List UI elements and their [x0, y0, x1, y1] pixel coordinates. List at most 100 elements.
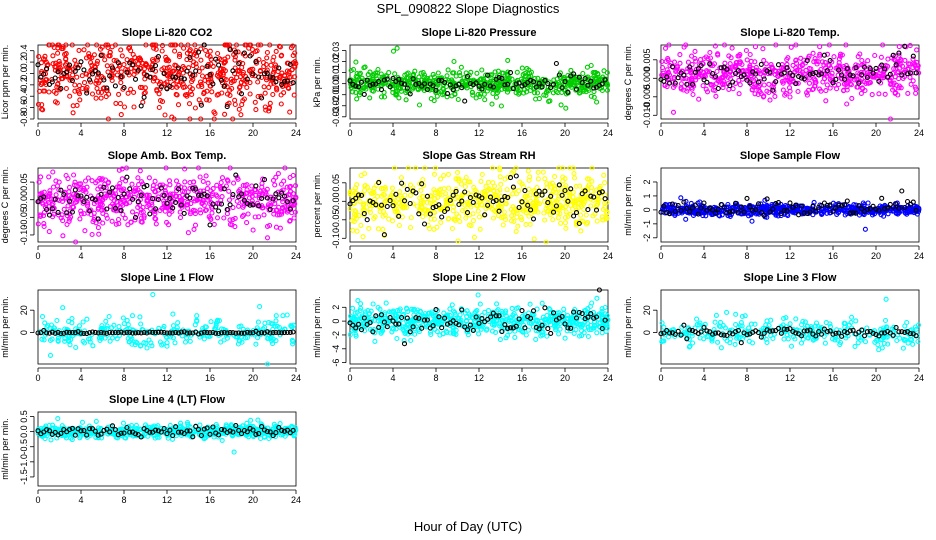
- slope-point: [115, 216, 122, 223]
- y-tick-label: 20: [19, 305, 29, 315]
- hourly-point: [672, 80, 678, 86]
- slope-point: [85, 175, 91, 181]
- x-tick-label: 4: [701, 251, 706, 261]
- slope-point: [219, 194, 225, 200]
- slope-point: [855, 54, 861, 60]
- slope-point: [776, 68, 782, 74]
- slope-point: [150, 62, 156, 68]
- slope-point: [118, 69, 124, 75]
- hourly-point: [115, 60, 121, 66]
- slope-point: [403, 97, 409, 103]
- hourly-point: [704, 79, 710, 85]
- slope-point: [66, 184, 73, 190]
- slope-point: [232, 101, 238, 108]
- hourly-point: [844, 66, 850, 72]
- slope-point: [532, 90, 538, 96]
- hourly-point: [830, 80, 836, 86]
- slope-point: [475, 208, 481, 214]
- slope-point: [500, 70, 506, 76]
- hourly-point: [499, 75, 505, 81]
- slope-point: [292, 209, 298, 215]
- x-tick-label: 12: [162, 373, 172, 383]
- y-tick-label: -0.4: [19, 88, 29, 104]
- x-tick-label: 20: [560, 251, 570, 261]
- slope-point: [41, 223, 47, 230]
- y-tick-label: 2: [642, 179, 652, 184]
- slope-point: [880, 42, 886, 48]
- slope-point: [767, 97, 773, 103]
- slope-point: [244, 220, 250, 226]
- slope-point: [135, 55, 141, 62]
- hourly-point: [444, 91, 451, 97]
- hourly-point: [801, 76, 807, 82]
- slope-point: [804, 90, 810, 96]
- hourly-point: [210, 81, 216, 87]
- x-tick-label: 0: [347, 373, 352, 383]
- slope-point: [569, 206, 576, 212]
- slope-point: [736, 91, 742, 97]
- slope-point: [713, 81, 719, 87]
- slope-point: [844, 87, 850, 93]
- slope-point: [478, 178, 484, 184]
- slope-point: [350, 89, 356, 95]
- slope-point: [152, 178, 158, 184]
- slope-point: [175, 320, 181, 326]
- slope-point: [103, 318, 109, 324]
- slope-point: [811, 59, 817, 65]
- hourly-point: [424, 86, 430, 93]
- slope-point: [42, 320, 48, 326]
- slope-point: [39, 102, 45, 108]
- hourly-point: [879, 62, 885, 68]
- y-tick-label: 0: [19, 330, 29, 335]
- hourly-point: [556, 72, 562, 78]
- slope-point: [788, 44, 794, 50]
- hourly-point: [591, 85, 597, 91]
- hourly-point: [259, 95, 265, 101]
- hourly-point: [479, 86, 485, 92]
- slope-point: [39, 314, 46, 320]
- slope-point: [224, 211, 230, 217]
- slope-point: [820, 79, 826, 85]
- slope-point: [360, 234, 366, 240]
- slope-point: [56, 42, 62, 48]
- hourly-point: [87, 77, 93, 83]
- slope-point: [172, 340, 178, 346]
- hourly-point: [487, 83, 494, 89]
- hourly-point: [150, 67, 156, 73]
- slope-point: [129, 181, 135, 187]
- hourly-point: [502, 82, 508, 88]
- slope-point: [91, 52, 97, 58]
- slope-point: [284, 312, 290, 318]
- panel-title: Slope Line 2 Flow: [433, 272, 526, 284]
- y-tick-label: -0.005: [642, 84, 652, 110]
- slope-point: [362, 187, 368, 193]
- slope-point: [80, 85, 86, 92]
- slope-point: [267, 42, 273, 48]
- hourly-point: [839, 72, 845, 78]
- slope-point: [178, 42, 184, 48]
- slope-point: [271, 54, 277, 60]
- slope-point: [81, 80, 88, 86]
- slope-point: [533, 96, 539, 102]
- slope-point: [218, 66, 224, 72]
- slope-point: [360, 85, 366, 91]
- slope-point: [454, 169, 461, 175]
- slope-point: [705, 69, 711, 75]
- slope-point: [799, 69, 806, 75]
- slope-point: [358, 222, 364, 228]
- y-tick-label: -0.05: [19, 207, 29, 228]
- slope-point: [882, 91, 888, 97]
- slope-point: [752, 59, 758, 65]
- slope-point: [104, 323, 110, 329]
- figure-x-axis-label: Hour of Day (UTC): [414, 519, 522, 534]
- slope-point: [238, 112, 244, 118]
- slope-point: [282, 72, 288, 78]
- slope-point: [120, 315, 126, 321]
- slope-point: [172, 48, 178, 54]
- slope-point: [118, 80, 124, 86]
- hourly-point: [41, 71, 47, 77]
- hourly-point: [155, 54, 161, 60]
- hourly-point: [396, 76, 402, 82]
- slope-point: [386, 70, 392, 76]
- slope-point: [268, 81, 274, 87]
